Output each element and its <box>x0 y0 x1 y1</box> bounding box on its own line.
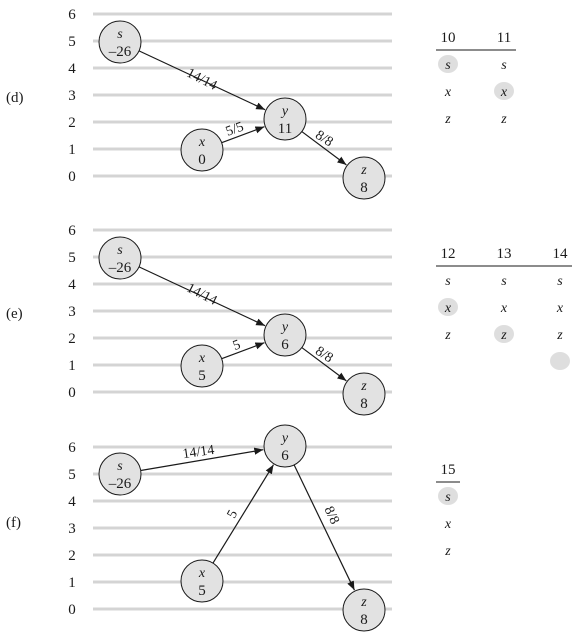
height-label: 3 <box>68 521 76 537</box>
node-name: x <box>198 135 206 150</box>
node-name: z <box>360 595 367 610</box>
node-excess: 8 <box>360 180 368 196</box>
node-excess: –26 <box>108 44 132 60</box>
height-label: 1 <box>68 575 76 591</box>
table-cell: s <box>557 274 563 289</box>
node-name: y <box>280 431 289 446</box>
table-cell: x <box>444 85 452 100</box>
height-label: 5 <box>68 250 76 266</box>
edge-label: 5 <box>231 337 243 353</box>
height-label: 2 <box>68 548 76 564</box>
height-label: 3 <box>68 88 76 104</box>
edge-label: 5 <box>225 508 242 521</box>
edge-x-y <box>213 465 273 563</box>
node-excess: 5 <box>198 583 206 599</box>
table-cell: z <box>556 328 563 343</box>
table-cell: x <box>500 85 508 100</box>
height-label: 0 <box>68 602 76 618</box>
node-name: z <box>360 163 367 178</box>
table-header: 14 <box>553 246 569 262</box>
node-excess: 5 <box>198 368 206 384</box>
edge-label: 8/8 <box>321 504 342 527</box>
edge-x-y <box>222 343 265 359</box>
height-label: 4 <box>68 61 76 77</box>
edge-label: 8/8 <box>312 128 335 150</box>
table-cell: x <box>444 517 452 532</box>
height-label: 0 <box>68 385 76 401</box>
edge-label: 14/14 <box>182 443 216 462</box>
table-cell: s <box>501 58 507 73</box>
table-header: 11 <box>497 30 511 46</box>
table-cell-highlight <box>550 352 570 370</box>
node-name: y <box>280 320 289 335</box>
panel-label: (d) <box>6 90 24 106</box>
node-excess: 0 <box>198 152 206 168</box>
height-label: 5 <box>68 34 76 50</box>
height-label: 3 <box>68 304 76 320</box>
table-cell: z <box>500 328 507 343</box>
panel-label: (e) <box>6 306 23 322</box>
table-cell: s <box>445 58 451 73</box>
node-excess: 11 <box>278 121 292 137</box>
node-name: y <box>280 104 289 119</box>
panel-label: (f) <box>6 515 21 531</box>
table-cell: x <box>444 301 452 316</box>
node-name: s <box>117 459 123 474</box>
height-label: 4 <box>68 494 76 510</box>
table-header: 13 <box>497 246 512 262</box>
table-header: 12 <box>441 246 456 262</box>
height-label: 2 <box>68 331 76 347</box>
table-cell: z <box>444 544 451 559</box>
node-excess: 6 <box>281 337 289 353</box>
height-label: 1 <box>68 142 76 158</box>
table-cell: z <box>444 328 451 343</box>
edge-label: 14/14 <box>184 66 219 94</box>
edge-label: 8/8 <box>312 344 335 366</box>
height-label: 6 <box>68 223 76 239</box>
node-name: x <box>198 351 206 366</box>
table-header: 15 <box>441 462 456 478</box>
height-label: 1 <box>68 358 76 374</box>
table-cell: s <box>445 490 451 505</box>
height-label: 6 <box>68 440 76 456</box>
table-cell: x <box>556 301 564 316</box>
node-excess: 6 <box>281 448 289 464</box>
node-name: s <box>117 27 123 42</box>
node-excess: –26 <box>108 476 132 492</box>
node-excess: –26 <box>108 260 132 276</box>
node-name: x <box>198 566 206 581</box>
table-cell: z <box>500 112 507 127</box>
table-cell: x <box>500 301 508 316</box>
height-label: 6 <box>68 7 76 23</box>
height-label: 2 <box>68 115 76 131</box>
height-label: 0 <box>68 169 76 185</box>
node-excess: 8 <box>360 396 368 412</box>
node-excess: 8 <box>360 612 368 628</box>
table-cell: s <box>501 274 507 289</box>
node-name: z <box>360 379 367 394</box>
height-label: 4 <box>68 277 76 293</box>
node-name: s <box>117 243 123 258</box>
table-cell: s <box>445 274 451 289</box>
table-header: 10 <box>441 30 456 46</box>
table-cell: z <box>444 112 451 127</box>
height-label: 5 <box>68 467 76 483</box>
